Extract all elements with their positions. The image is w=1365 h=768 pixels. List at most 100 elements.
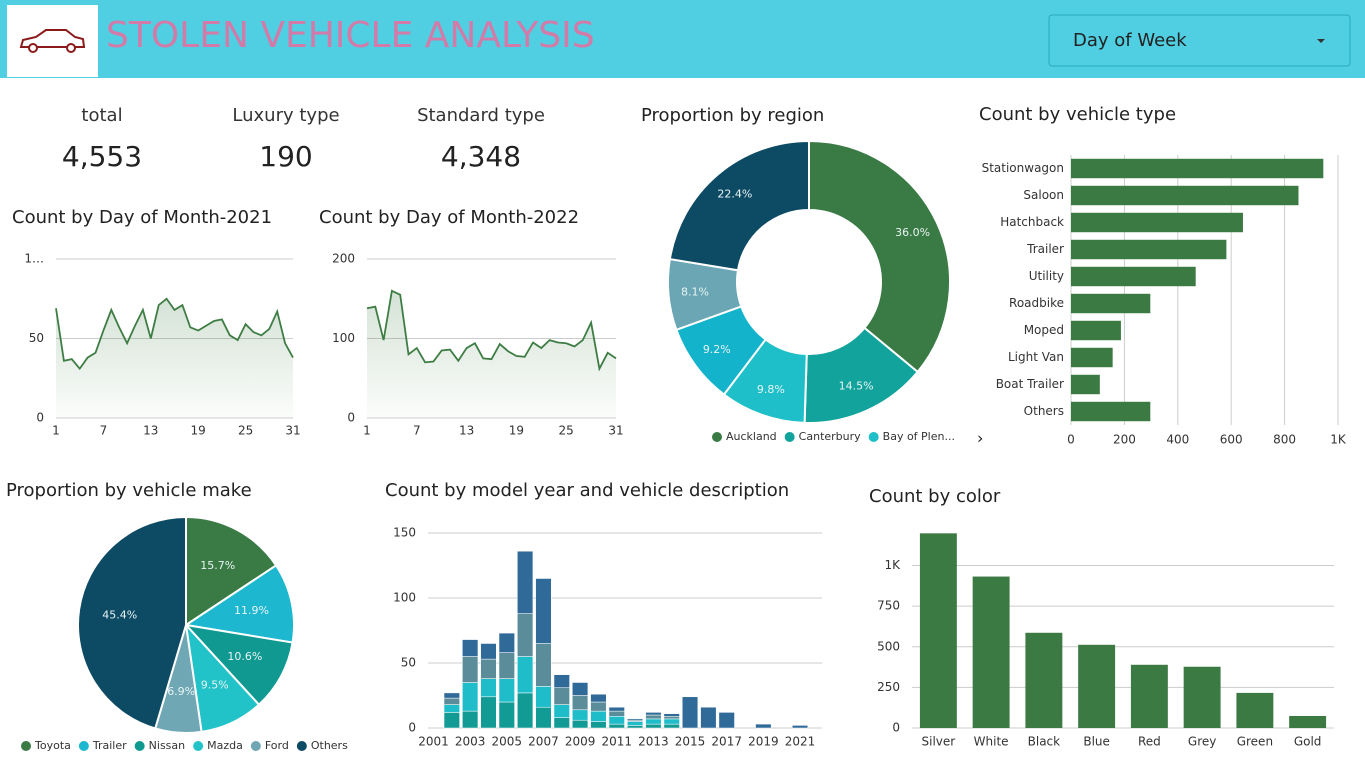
legend-label: Mazda [207, 739, 243, 752]
bar-segment [608, 710, 625, 717]
legend-swatch [296, 741, 307, 751]
line-area [56, 298, 293, 418]
bar-segment [535, 686, 552, 708]
x-tick-label: 2013 [638, 735, 669, 749]
bar-segment [462, 710, 479, 729]
slice-label: 9.5% [201, 678, 229, 691]
bar-segment [480, 643, 497, 660]
dropdown-label[interactable]: Day of Week [1073, 30, 1187, 51]
y-tick-label: 750 [877, 599, 900, 613]
car-icon [19, 29, 86, 53]
bar [1071, 320, 1121, 341]
bar [919, 533, 957, 728]
y-tick-label: Hatchback [1000, 215, 1064, 229]
bar-segment [755, 723, 772, 729]
bar-segment [517, 550, 534, 614]
y-tick-label: 50 [29, 331, 44, 345]
x-tick-label: 19 [509, 424, 524, 438]
legend-next-arrow[interactable]: › [977, 429, 983, 448]
dropdown-caret[interactable] [1317, 39, 1325, 43]
bar-segment [553, 674, 570, 688]
dashboard-title: STOLEN VEHICLE ANALYSIS [106, 15, 595, 56]
slice [77, 515, 187, 730]
bar [1071, 239, 1227, 260]
legend-label: Trailer [92, 739, 127, 752]
kpi-value: 4,553 [62, 140, 142, 173]
bar-segment [498, 652, 515, 679]
x-tick-label: Red [1138, 735, 1161, 749]
legend-label: Auckland [726, 430, 777, 443]
kpi-label: total [81, 105, 122, 126]
line [55, 297, 294, 371]
bar [1078, 644, 1116, 728]
bar-segment [608, 723, 625, 729]
bar-segment [535, 706, 552, 729]
bar-segment [682, 696, 699, 729]
y-tick-label: 0 [408, 721, 416, 735]
chart-title: Proportion by region [641, 105, 824, 126]
y-tick-label: 250 [877, 680, 900, 694]
bar-segment [480, 696, 497, 729]
x-tick-label: 200 [1113, 433, 1136, 447]
bar [1289, 715, 1327, 728]
x-tick-label: 2015 [675, 735, 706, 749]
slice [183, 564, 295, 644]
x-tick-label: 2021 [785, 735, 816, 749]
x-tick-label: 800 [1273, 433, 1296, 447]
bar-segment [535, 643, 552, 687]
y-tick-label: Moped [1024, 323, 1064, 337]
bar-segment [553, 687, 570, 705]
y-tick-label: Stationwagon [982, 161, 1064, 175]
y-tick-label: 50 [401, 656, 416, 670]
legend-swatch [78, 741, 89, 751]
slice-label: 9.8% [757, 383, 785, 396]
bar-segment [443, 692, 460, 699]
bar-segment [462, 656, 479, 683]
y-tick-label: 1K [884, 558, 901, 572]
x-tick-label: 2003 [455, 735, 486, 749]
bar-segment [553, 717, 570, 729]
bar-segment [791, 725, 809, 729]
x-tick-label: 2001 [418, 735, 449, 749]
legend-swatch [868, 432, 879, 442]
x-tick-label: 2005 [492, 735, 523, 749]
bar-segment [517, 692, 534, 729]
dropdown[interactable]: Day of Week [1048, 14, 1351, 67]
slice-label: 8.1% [681, 285, 709, 298]
legend-swatch [21, 741, 31, 751]
slice-label: 22.4% [717, 188, 752, 201]
bar-segment [590, 701, 607, 712]
chart-title: Proportion by vehicle make [6, 480, 252, 501]
x-tick-label: 31 [285, 424, 300, 438]
slice [183, 623, 294, 707]
y-tick-label: Boat Trailer [996, 377, 1064, 391]
x-tick-label: Grey [1188, 735, 1216, 749]
bar-segment [627, 718, 644, 721]
bar-segment [462, 639, 479, 657]
bar-segment [608, 706, 625, 712]
y-tick-label: Roadbike [1009, 296, 1064, 310]
y-tick-label: 500 [877, 639, 900, 653]
x-tick-label: 7 [413, 424, 421, 438]
bar-segment [462, 682, 479, 712]
slice [185, 515, 278, 627]
x-tick-label: 25 [238, 424, 253, 438]
bar [1071, 266, 1196, 287]
bar-segment [718, 712, 735, 729]
line [366, 289, 617, 372]
slice-label: 10.6% [227, 650, 262, 663]
dropdown-box[interactable] [1048, 14, 1351, 67]
legend-swatch [784, 432, 795, 442]
bar-segment [498, 701, 515, 729]
x-tick-label: 2019 [748, 735, 779, 749]
kpi-value: 190 [259, 140, 312, 173]
bar-segment [645, 718, 662, 725]
line-area [367, 290, 616, 418]
slice-label: 14.5% [839, 379, 874, 392]
bar [1071, 347, 1113, 368]
bar [1071, 212, 1243, 233]
legend-label: Bay of Plen... [883, 430, 955, 443]
legend-swatch [134, 741, 145, 751]
bar-segment [572, 719, 589, 729]
